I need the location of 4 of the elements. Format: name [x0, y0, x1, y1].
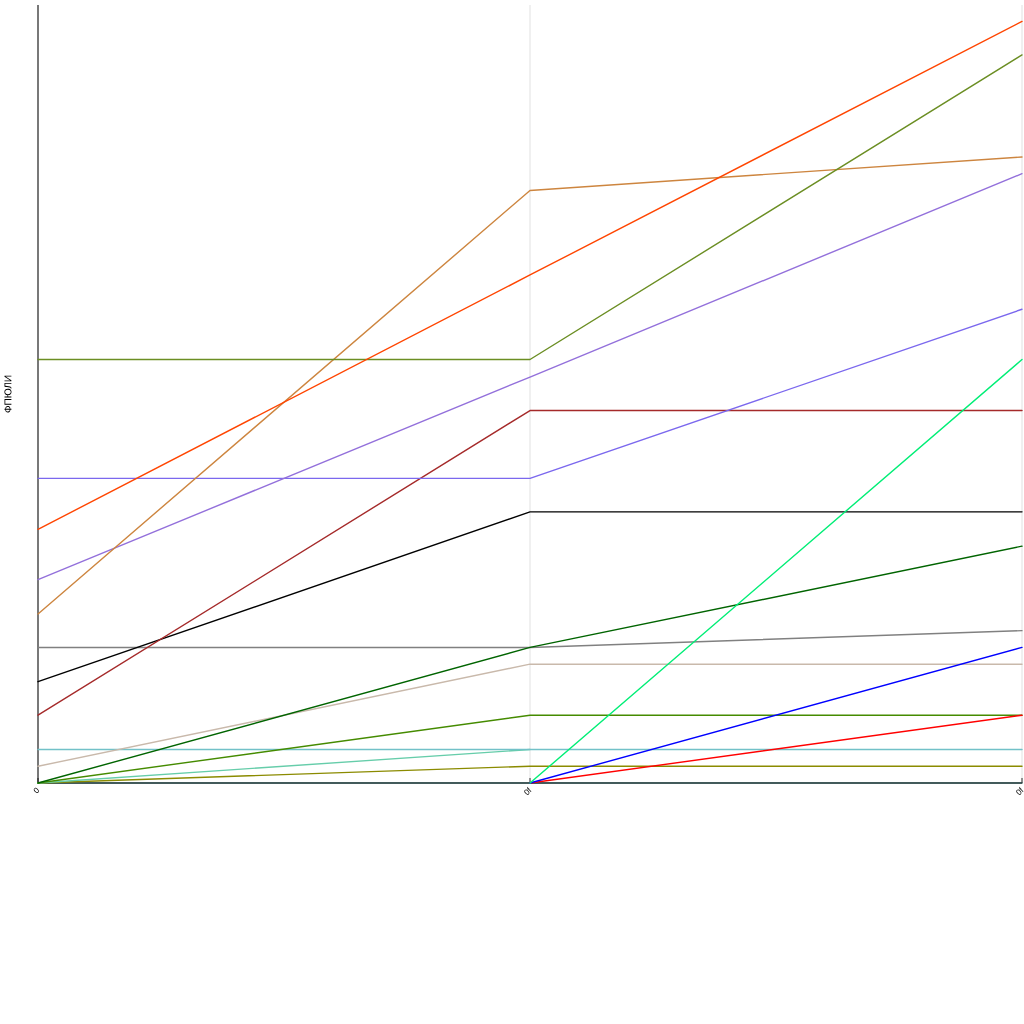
x-tick-label: 0f	[1016, 786, 1024, 795]
y-axis-title: ФПЮЛИ	[4, 375, 12, 413]
x-tick-label: 0f	[524, 786, 532, 795]
x-tick-label: 0	[33, 787, 39, 793]
